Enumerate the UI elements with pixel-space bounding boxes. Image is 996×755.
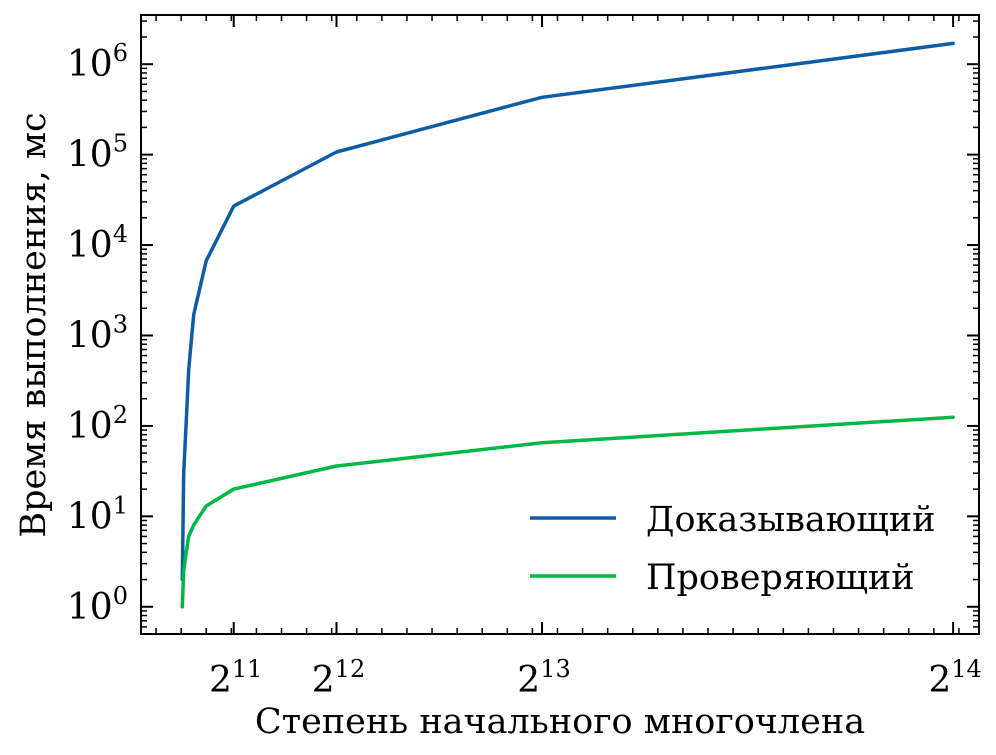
x-tick-label: 212 xyxy=(312,655,365,701)
y-tick-label-base: 10 xyxy=(67,225,113,266)
x-tick-label: 211 xyxy=(209,655,262,701)
x-axis-ticks: 211 212 213 214 xyxy=(209,15,982,701)
y-tick-label-base: 10 xyxy=(67,406,113,447)
legend-label-prover: Доказывающий xyxy=(646,500,935,540)
y-tick-label-exp: 5 xyxy=(113,130,128,158)
legend-label-verifier: Проверяющий xyxy=(646,558,915,598)
legend: Доказывающий Проверяющий xyxy=(530,500,935,598)
x-tick-label-exp: 12 xyxy=(335,655,366,683)
y-tick-label-base: 10 xyxy=(67,496,113,537)
series-lines xyxy=(180,41,955,609)
y-tick-label-exp: 0 xyxy=(113,582,128,610)
plot-frame xyxy=(140,14,980,635)
y-tick-label-base: 10 xyxy=(67,315,113,356)
x-tick-label: 213 xyxy=(517,655,570,701)
series-line-0 xyxy=(180,41,955,582)
y-tick-label-base: 10 xyxy=(67,44,113,85)
x-tick-label-exp: 14 xyxy=(951,655,982,683)
x-tick-label-exp: 13 xyxy=(540,655,571,683)
x-tick-label-exp: 11 xyxy=(232,655,263,683)
y-tick-label: 105 xyxy=(67,130,128,176)
x-tick-label-base: 2 xyxy=(209,660,232,701)
x-tick-label: 214 xyxy=(928,655,981,701)
x-axis-title: Степень начального многочлена xyxy=(255,702,865,742)
y-tick-label: 104 xyxy=(67,220,128,266)
y-tick-label-exp: 3 xyxy=(113,310,128,338)
y-tick-label-base: 10 xyxy=(67,135,113,176)
y-axis-title: Время выполнения, мс xyxy=(14,112,54,537)
series-line-1 xyxy=(180,415,955,609)
y-tick-label: 101 xyxy=(67,491,128,537)
y-tick-label-exp: 6 xyxy=(113,39,128,67)
y-tick-label-exp: 4 xyxy=(113,220,128,248)
x-tick-label-base: 2 xyxy=(517,660,540,701)
y-tick-label-exp: 1 xyxy=(113,491,128,519)
y-tick-label: 106 xyxy=(67,39,128,85)
y-tick-label: 102 xyxy=(67,401,128,447)
x-tick-label-base: 2 xyxy=(312,660,335,701)
y-tick-label: 100 xyxy=(67,582,128,628)
y-tick-label-base: 10 xyxy=(67,587,113,628)
y-tick-label: 103 xyxy=(67,310,128,356)
x-tick-label-base: 2 xyxy=(928,660,951,701)
plot-area xyxy=(141,15,979,634)
y-tick-label-exp: 2 xyxy=(113,401,128,429)
